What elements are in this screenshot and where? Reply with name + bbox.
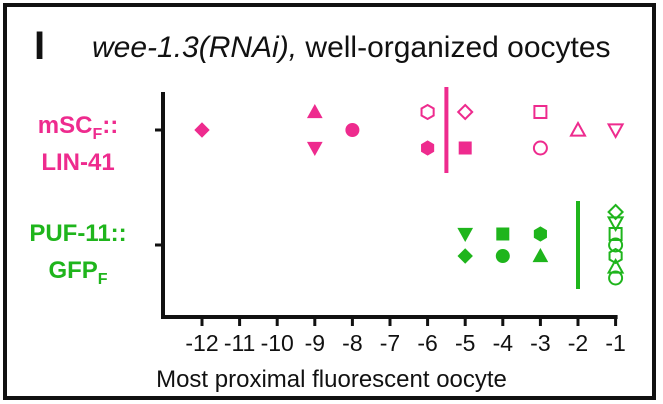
data-point xyxy=(306,141,323,157)
data-point xyxy=(194,122,210,138)
data-point xyxy=(496,227,510,241)
row-label-puf11-line2: GFPF xyxy=(48,257,108,288)
data-point xyxy=(420,103,435,121)
data-point xyxy=(457,227,474,243)
data-point xyxy=(608,247,623,265)
data-point xyxy=(345,123,360,137)
data-point xyxy=(608,270,624,286)
x-tick-label: -1 xyxy=(605,330,625,356)
data-point xyxy=(457,248,473,264)
x-tick-label: -12 xyxy=(185,330,218,356)
row-label-lin41-line2: LIN-41 xyxy=(41,149,115,176)
data-point xyxy=(458,141,472,155)
data-point xyxy=(495,249,510,263)
data-point xyxy=(456,103,474,121)
panel-letter: I xyxy=(34,24,46,68)
x-tick-label: -6 xyxy=(417,330,437,356)
x-tick-label: -2 xyxy=(568,330,588,356)
x-tick-label: -5 xyxy=(455,330,475,356)
data-point xyxy=(532,140,548,156)
row-label-puf11: PUF-11:: GFPF xyxy=(14,222,142,288)
data-point xyxy=(608,237,624,253)
row-label-lin41-line1: mSCF:: xyxy=(37,112,119,143)
data-point xyxy=(606,123,625,140)
chart-title: wee-1.3(RNAi), well-organized oocytes xyxy=(92,31,611,65)
x-tick-label: -3 xyxy=(530,330,550,356)
row-label-puf11-line1: PUF-11:: xyxy=(29,220,127,247)
data-point xyxy=(306,103,323,119)
x-tick-label: -11 xyxy=(224,330,256,356)
row-label-lin41: mSCF:: LIN-41 xyxy=(14,114,142,180)
x-tick-label: -9 xyxy=(305,330,325,356)
chart-title-gene: wee-1.3(RNAi), xyxy=(92,31,298,64)
figure-panel-frame xyxy=(3,3,656,400)
x-tick-label: -8 xyxy=(342,330,362,356)
data-point xyxy=(606,216,625,233)
data-point xyxy=(421,140,435,156)
data-point xyxy=(607,203,625,221)
x-tick-label: -10 xyxy=(261,330,294,356)
chart-title-rest: well-organized oocytes xyxy=(297,31,611,64)
data-point xyxy=(533,226,547,242)
x-tick-label: -4 xyxy=(493,330,514,356)
data-point xyxy=(606,257,625,274)
data-point xyxy=(532,247,549,263)
data-point xyxy=(569,120,587,137)
x-axis-label: Most proximal fluorescent oocyte xyxy=(156,366,507,393)
data-point xyxy=(533,105,548,119)
x-tick-label: -7 xyxy=(380,330,400,356)
data-point xyxy=(608,227,623,241)
